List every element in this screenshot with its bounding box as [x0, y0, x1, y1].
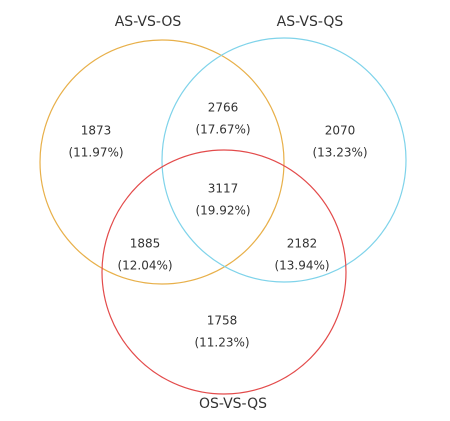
region-count: 2182: [287, 237, 318, 251]
region-percent: (11.23%): [194, 336, 249, 350]
set-circle: [101, 149, 347, 395]
region-percent: (19.92%): [195, 204, 250, 218]
set-circle: [39, 39, 285, 285]
region-count: 2766: [208, 101, 239, 115]
region-count: 1758: [207, 314, 238, 328]
region-percent: (13.94%): [274, 259, 329, 273]
set-label: OS-VS-QS: [199, 396, 267, 412]
set-label: AS-VS-OS: [115, 14, 182, 30]
region-percent: (11.97%): [68, 146, 123, 160]
set-label: AS-VS-QS: [277, 14, 344, 30]
region-percent: (12.04%): [117, 259, 172, 273]
region-count: 3117: [208, 182, 239, 196]
region-percent: (17.67%): [195, 123, 250, 137]
region-percent: (13.23%): [312, 146, 367, 160]
region-count: 2070: [325, 124, 356, 138]
region-count: 1885: [130, 237, 161, 251]
region-count: 1873: [81, 124, 112, 138]
set-circle: [161, 37, 407, 283]
